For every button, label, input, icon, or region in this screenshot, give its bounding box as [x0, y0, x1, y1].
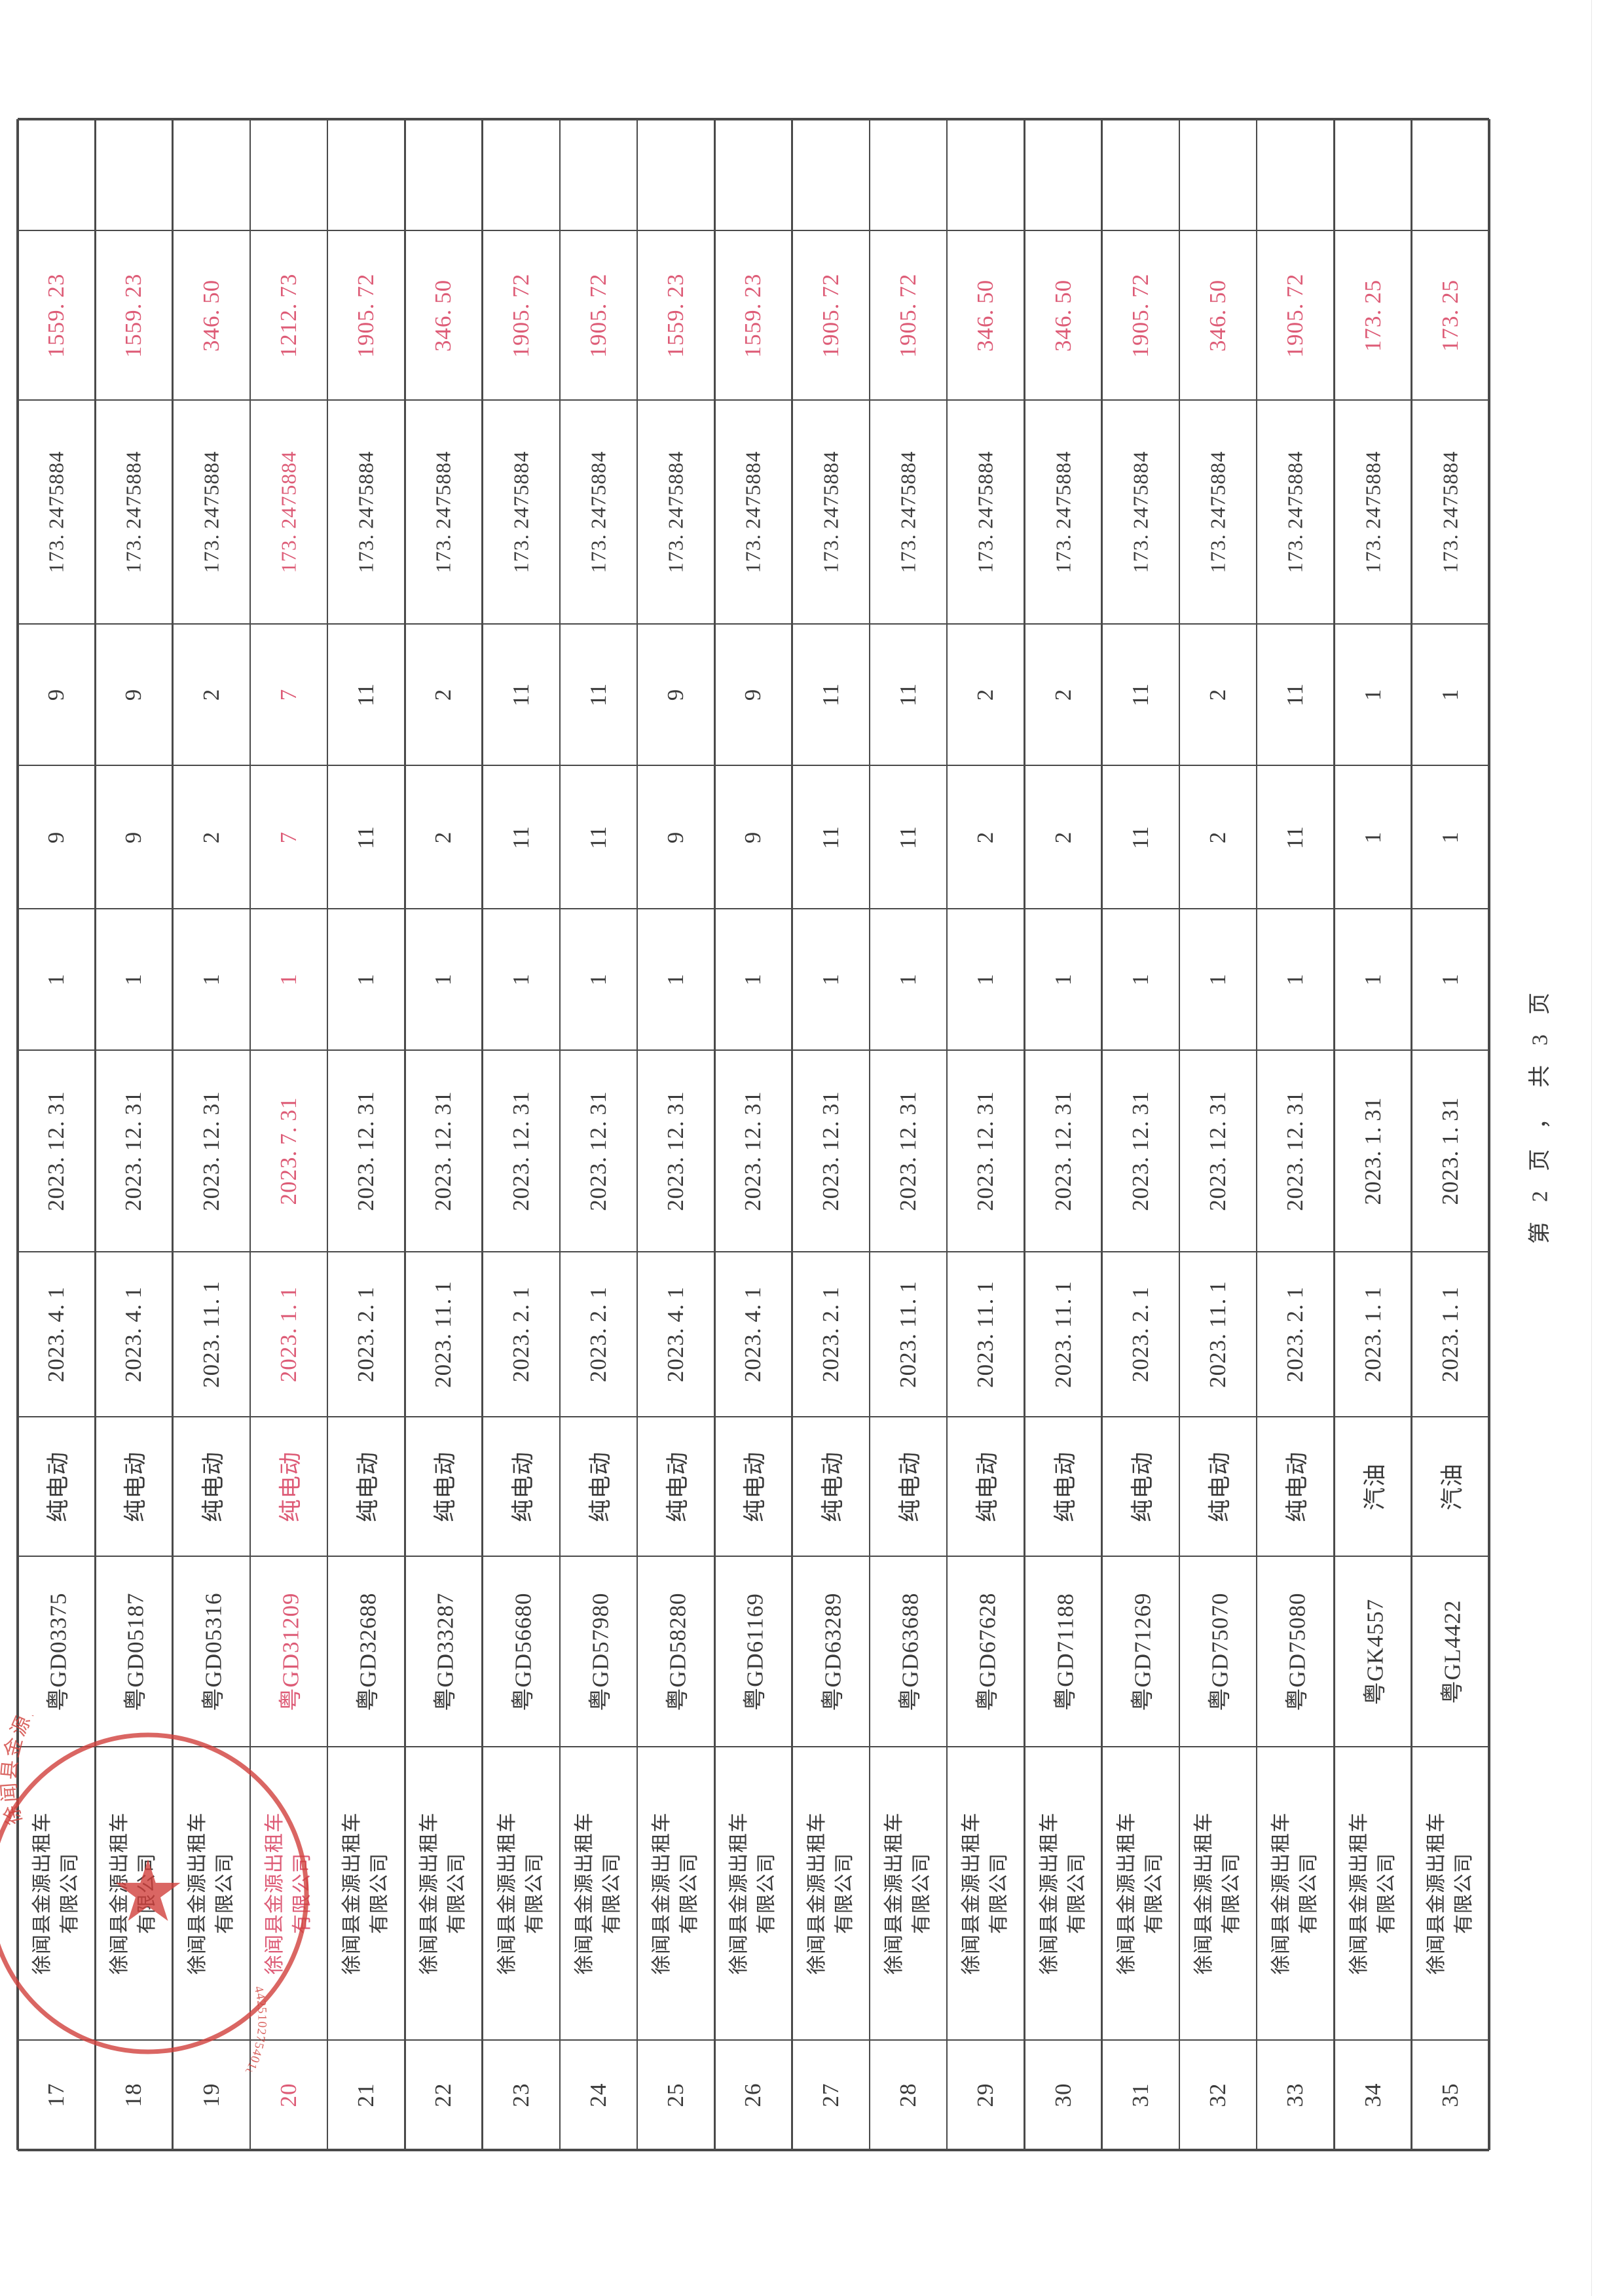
- svg-text:4425102754018: 4425102754018: [241, 1985, 268, 2071]
